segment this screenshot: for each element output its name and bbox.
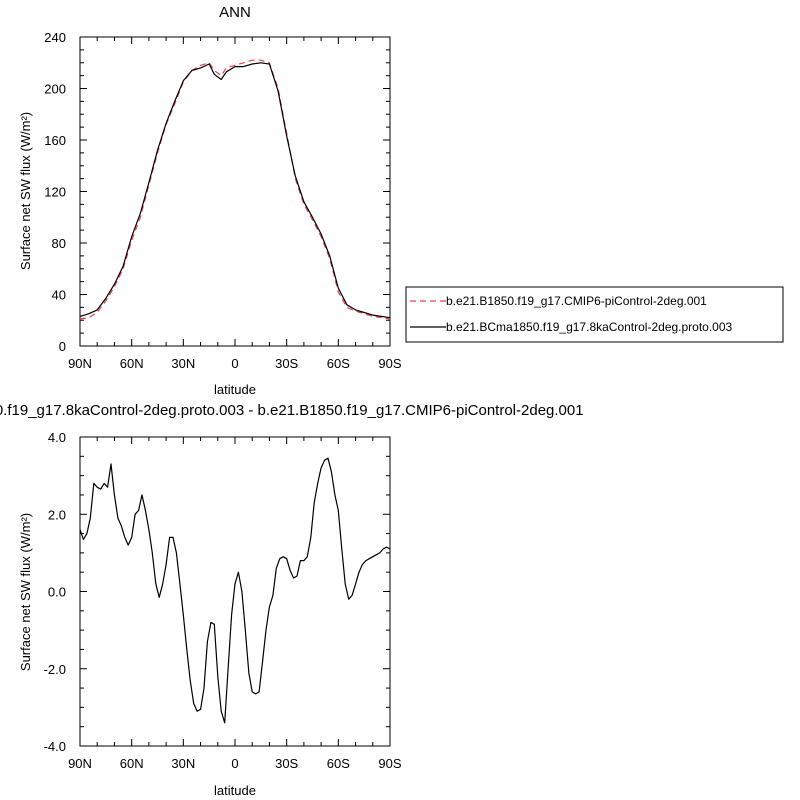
y-tick-label: -4.0 [44,739,66,754]
x-tick-label: 90S [378,756,401,771]
x-tick-label: 60N [120,356,144,371]
legend-label-2: b.e21.BCma1850.f19_g17.8kaControl-2deg.p… [446,320,733,334]
y-tick-label: 2.0 [48,507,66,522]
x-tick-label: 90N [68,756,92,771]
legend: b.e21.B1850.f19_g17.CMIP6-piControl-2deg… [405,286,784,343]
x-tick-label: 30N [171,356,195,371]
y-tick-label: 160 [44,133,66,148]
y-tick-label: 0.0 [48,585,66,600]
x-tick-label: 30S [275,356,298,371]
y-tick-label: 0 [59,339,66,354]
legend-label-1: b.e21.B1850.f19_g17.CMIP6-piControl-2deg… [446,294,707,308]
y-tick-label: 4.0 [48,430,66,445]
x-tick-label: 0 [231,756,238,771]
y-tick-label: 240 [44,30,66,45]
y-tick-label: -2.0 [44,662,66,677]
x-tick-label: 30S [275,756,298,771]
legend-box [405,286,784,343]
plot-frame [79,36,391,347]
x-tick-label: 0 [231,356,238,371]
x-tick-label: 60S [327,356,350,371]
y-tick-label: 200 [44,82,66,97]
x-tick-label: 60N [120,756,144,771]
bottom-panel: b.e21.BCma1850.f19_g17.8kaControl-2deg.p… [0,402,584,798]
chart-title-bottom: b.e21.BCma1850.f19_g17.8kaControl-2deg.p… [0,402,584,419]
x-tick-label: 90N [68,356,92,371]
y-tick-label: 120 [44,185,66,200]
y-axis-label-top: Surface net SW flux (W/m²) [18,112,33,270]
x-axis-label-top: latitude [214,382,256,397]
series-line-1 [79,457,391,724]
top-panel: ANN latitude Surface net SW flux (W/m²) … [18,4,402,397]
series-line-2 [79,62,391,319]
y-tick-label: 40 [52,288,66,303]
y-axis-label-bottom: Surface net SW flux (W/m²) [18,513,33,671]
y-tick-label: 80 [52,236,66,251]
x-tick-label: 60S [327,756,350,771]
x-axis-label-bottom: latitude [214,783,256,798]
chart-title-top: ANN [219,4,251,21]
x-tick-label: 90S [378,356,401,371]
x-tick-label: 30N [171,756,195,771]
series-line-1 [79,59,391,320]
plot-frame [79,436,391,747]
